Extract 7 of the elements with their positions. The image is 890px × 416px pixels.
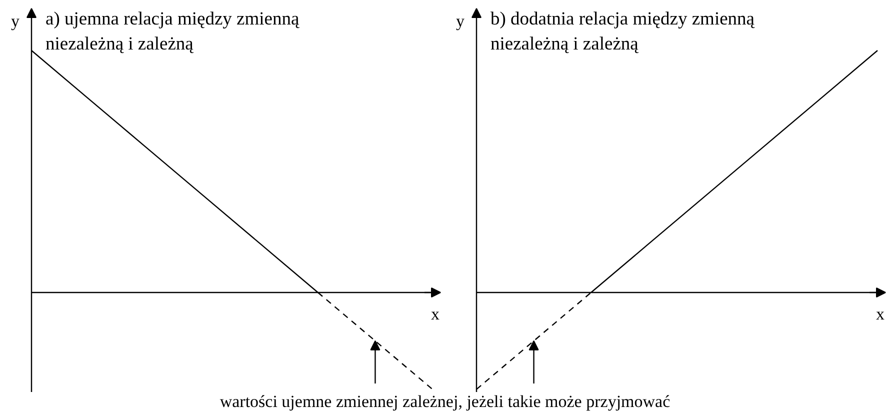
chart-title: b) dodatnia relacja między zmienną niezależną i zależną xyxy=(490,10,756,54)
text: wartości ujemne zmiennej zależnej, jeżeli takie może przyjmować xyxy=(220,392,670,412)
y-axis-title: y xyxy=(456,12,465,30)
x-axis-title: x xyxy=(876,304,885,324)
y-axis-title: y xyxy=(11,12,20,30)
x-axis-title: x xyxy=(431,304,440,324)
chart-title: a) ujemna relacja między zmienną niezależną i zależną xyxy=(46,10,300,54)
